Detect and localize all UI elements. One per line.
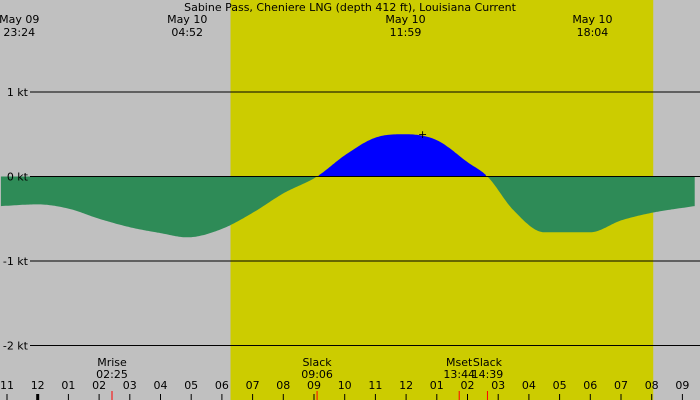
x-tick-label: 07 xyxy=(614,379,628,392)
x-tick-label: 11 xyxy=(368,379,382,392)
x-tick-label: 09 xyxy=(675,379,689,392)
x-tick-label: 12 xyxy=(399,379,413,392)
event-name-label: Mset xyxy=(446,356,473,369)
top-time-label: 04:52 xyxy=(171,26,203,39)
event-time-label: 02:25 xyxy=(96,368,128,381)
x-tick-label: 07 xyxy=(246,379,260,392)
y-tick-label: -1 kt xyxy=(3,255,29,268)
event-name-label: Slack xyxy=(473,356,503,369)
event-time-label: 14:39 xyxy=(472,368,504,381)
top-time-label: 23:24 xyxy=(3,26,35,39)
current-area xyxy=(0,134,695,238)
x-tick-label: 08 xyxy=(645,379,659,392)
y-tick-label: 1 kt xyxy=(7,86,29,99)
top-time-label: 11:59 xyxy=(390,26,422,39)
top-time-label: 18:04 xyxy=(577,26,609,39)
x-tick-label: 03 xyxy=(491,379,505,392)
x-tick-label: 05 xyxy=(553,379,567,392)
x-tick-label: 11 xyxy=(0,379,14,392)
x-tick-label: 08 xyxy=(276,379,290,392)
flood-area xyxy=(318,134,486,177)
top-date-label: May 10 xyxy=(572,13,612,26)
x-tick-label: 04 xyxy=(522,379,536,392)
peak-marker: + xyxy=(418,128,427,141)
top-date-label: May 10 xyxy=(167,13,207,26)
event-name-label: Slack xyxy=(302,356,332,369)
top-date-label: May 09 xyxy=(0,13,39,26)
x-tick-label: 06 xyxy=(583,379,597,392)
x-tick-label: 09 xyxy=(307,379,321,392)
x-tick-label: 10 xyxy=(338,379,352,392)
y-tick-label: -2 kt xyxy=(3,340,29,353)
x-axis-labels: 11 12 01 02 03 04 05 06 07 08 09 10 11 12 01 02 03 04 05 06… xyxy=(0,379,689,400)
y-tick-label: 0 kt xyxy=(7,171,29,184)
x-tick-label: 12 xyxy=(31,379,45,392)
chart-title: Sabine Pass, Cheniere LNG (depth 412 ft)… xyxy=(184,1,516,14)
x-tick-label: 06 xyxy=(215,379,229,392)
ebb-area xyxy=(0,176,695,238)
top-date-label: May 10 xyxy=(385,13,425,26)
x-tick-label: 05 xyxy=(184,379,198,392)
event-time-label: 09:06 xyxy=(301,368,333,381)
grid-lines xyxy=(30,91,700,346)
event-time-label: 13:44 xyxy=(443,368,475,381)
x-tick-label: 01 xyxy=(61,379,75,392)
x-tick-label: 02 xyxy=(461,379,475,392)
x-tick-label: 01 xyxy=(430,379,444,392)
event-name-label: Mrise xyxy=(97,356,127,369)
y-axis-labels: 1 kt 0 kt -1 kt -2 kt xyxy=(3,86,29,353)
x-tick-label: 04 xyxy=(154,379,168,392)
x-tick-label: 02 xyxy=(92,379,106,392)
x-tick-label: 03 xyxy=(123,379,137,392)
